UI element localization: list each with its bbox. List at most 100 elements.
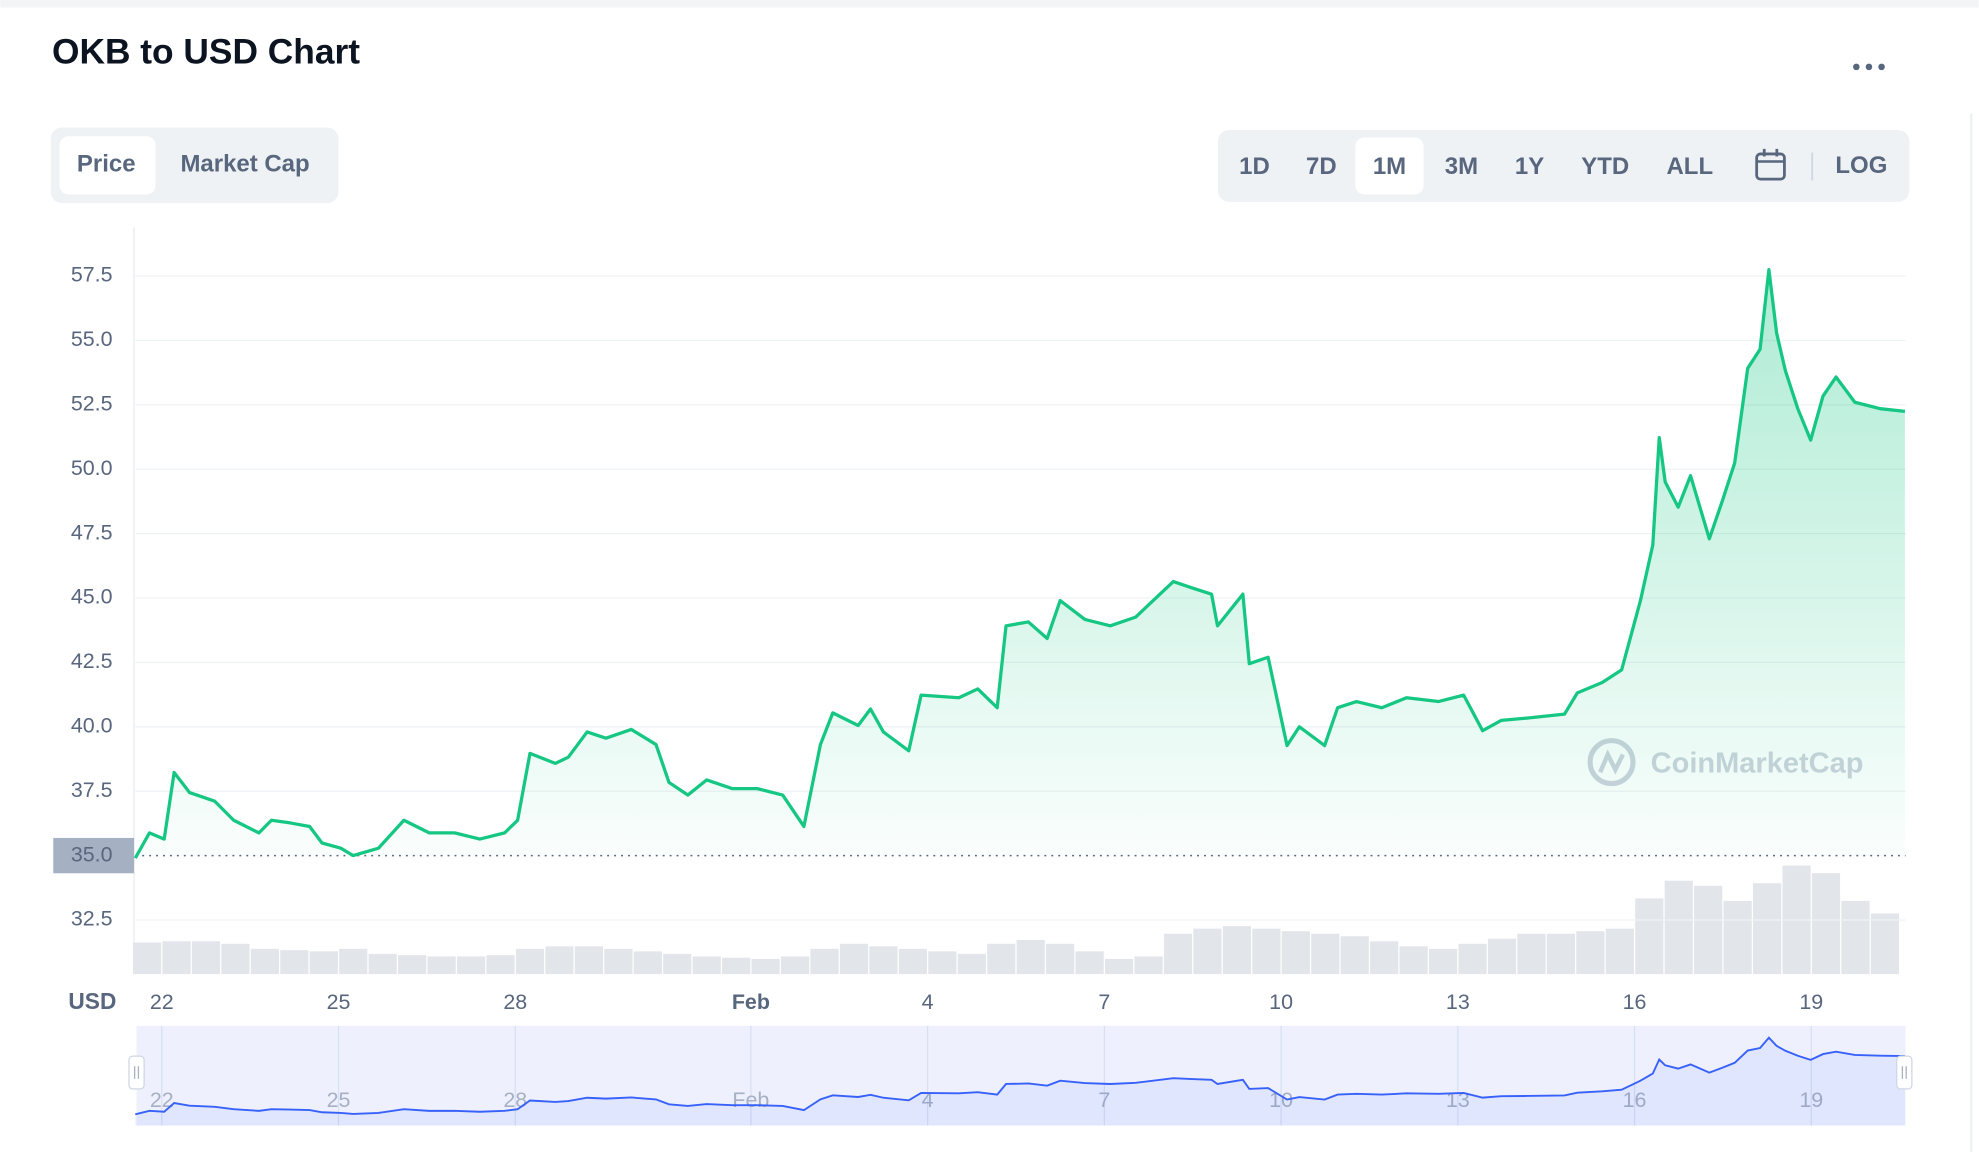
y-tick-highlight xyxy=(53,837,135,874)
log-label: LOG xyxy=(1835,152,1887,179)
x-tick-label: Feb xyxy=(732,990,770,1014)
x-tick-label: 4 xyxy=(922,990,934,1014)
y-tick-label: 40.0 xyxy=(71,713,113,737)
volume-bar xyxy=(633,951,662,975)
volume-bar xyxy=(1370,941,1399,975)
volume-bar xyxy=(1340,936,1369,975)
range-label: 7D xyxy=(1306,153,1337,180)
dot xyxy=(1865,63,1873,71)
tab-selected-bg xyxy=(59,136,156,195)
y-tick-label: 35.0 xyxy=(71,842,113,866)
volume-bar xyxy=(250,948,279,975)
volume-bar xyxy=(1723,900,1752,975)
more-menu[interactable] xyxy=(1853,63,1885,71)
range-button[interactable]: 3M xyxy=(1445,153,1478,180)
handle xyxy=(1896,1055,1913,1090)
navigator-handle[interactable] xyxy=(1896,1055,1913,1090)
volume-bar xyxy=(309,951,338,975)
x-tick-label: 22 xyxy=(150,990,174,1014)
volume-bar xyxy=(280,950,309,975)
range-label: ALL xyxy=(1666,153,1713,180)
range-button[interactable]: 1Y xyxy=(1515,153,1544,180)
navigator-tick-label: Feb xyxy=(732,1088,769,1112)
navigator-bg xyxy=(136,1025,1906,1126)
x-tick-label: 13 xyxy=(1446,990,1470,1014)
volume-bar xyxy=(722,957,751,975)
x-tick-label: 25 xyxy=(327,990,351,1014)
navigator-tick-label: 19 xyxy=(1799,1088,1823,1112)
volume-bar xyxy=(545,946,574,975)
range-label: YTD xyxy=(1581,153,1629,180)
dot xyxy=(1878,63,1885,71)
volume-bar xyxy=(1753,883,1782,975)
volume-bar xyxy=(1134,956,1163,975)
range-button[interactable]: 1D xyxy=(1239,153,1270,180)
y-tick-label: 37.5 xyxy=(71,778,113,802)
volume-bar xyxy=(1870,913,1900,975)
range-button[interactable]: 1M xyxy=(1355,137,1424,195)
x-tick-label: 19 xyxy=(1799,990,1823,1014)
range-button[interactable]: ALL xyxy=(1666,153,1713,180)
volume-bar xyxy=(810,948,839,975)
navigator-line xyxy=(135,1036,1905,1116)
price-area xyxy=(135,269,1905,859)
volume-bar xyxy=(191,941,221,975)
controls: Price Market Cap 1D 7D 1M 3M 1Y YTD ALL LOG xyxy=(59,136,1887,195)
chart-title: OKB to USD Chart xyxy=(52,33,360,72)
navigator-tick-label: 4 xyxy=(922,1088,934,1112)
volume-bar xyxy=(1399,946,1428,975)
volume-bar xyxy=(1811,873,1841,975)
range-label: 1D xyxy=(1239,153,1270,180)
log-button[interactable]: LOG xyxy=(1835,152,1887,179)
volume-bar xyxy=(1694,885,1723,975)
price-line xyxy=(133,268,1906,859)
navigator-tick-label: 10 xyxy=(1269,1088,1293,1112)
volume-bar xyxy=(1016,940,1045,975)
tab-label: Price xyxy=(77,151,136,178)
y-unit-label: USD xyxy=(68,988,116,1014)
volume-bar xyxy=(1841,900,1870,975)
tab[interactable]: Market Cap xyxy=(180,151,309,178)
volume-bar xyxy=(928,951,957,975)
volume-bar xyxy=(1252,928,1281,975)
x-tick-label: 28 xyxy=(503,990,527,1014)
navigator-tick-label: 25 xyxy=(327,1088,351,1112)
volume-bar xyxy=(1458,943,1487,975)
volume-bar xyxy=(427,956,456,975)
volume-bar xyxy=(898,948,927,975)
navigator-tick-label: 22 xyxy=(150,1088,174,1112)
top-border xyxy=(0,0,1979,8)
navigator-tick-label: 7 xyxy=(1098,1088,1110,1112)
y-tick-label: 42.5 xyxy=(71,649,113,673)
y-tick-label: 32.5 xyxy=(71,907,113,931)
range-label: 3M xyxy=(1445,153,1478,180)
x-tick-label: 16 xyxy=(1623,990,1647,1014)
volume-bar xyxy=(486,955,515,975)
tab[interactable]: Price xyxy=(59,136,156,195)
volume-bar xyxy=(1664,880,1693,975)
volume-bar xyxy=(869,946,898,975)
volume-bar xyxy=(839,943,869,975)
range-button[interactable]: 7D xyxy=(1306,153,1337,180)
volume-bar xyxy=(515,948,545,975)
calendar-button[interactable] xyxy=(1755,148,1786,181)
navigator-area xyxy=(135,1037,1905,1126)
volume-bar xyxy=(1311,933,1340,975)
plot: 32.5 35.0 37.5 40.0 42.5 45.0 47.5 50.0 52.5 55.0… xyxy=(53,227,1913,1126)
range-button[interactable]: YTD xyxy=(1581,153,1629,180)
handle xyxy=(128,1055,145,1090)
dot xyxy=(1853,63,1860,71)
volume-bar xyxy=(162,941,191,975)
navigator-handle[interactable] xyxy=(128,1055,145,1090)
volume-bar xyxy=(1635,898,1664,975)
volume-bar xyxy=(1046,943,1075,975)
range-label: 1M xyxy=(1373,153,1406,180)
x-tick-label: 7 xyxy=(1098,990,1110,1014)
volume-bar xyxy=(1104,958,1134,975)
x-tick-label: 10 xyxy=(1269,990,1293,1014)
volume-bar xyxy=(339,948,368,975)
volume-bar xyxy=(1163,933,1193,975)
volume-bar xyxy=(1517,933,1546,975)
